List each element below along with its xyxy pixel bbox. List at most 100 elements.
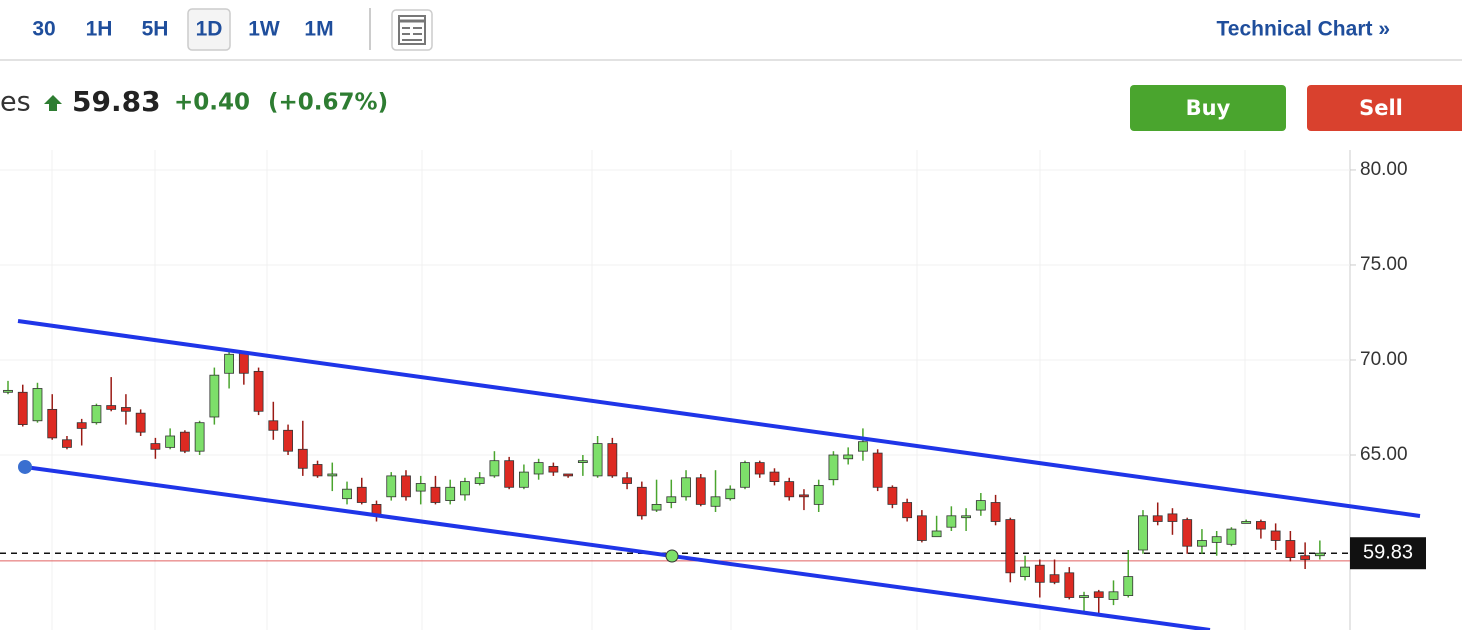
candle-body bbox=[135, 412, 146, 433]
candle-body bbox=[194, 422, 205, 452]
change: +0.40 bbox=[174, 90, 250, 116]
candle-body bbox=[769, 471, 780, 482]
candle-body bbox=[975, 500, 986, 511]
candle-body bbox=[121, 407, 131, 412]
channel-line bbox=[24, 464, 1211, 630]
candle-body bbox=[1064, 572, 1075, 598]
candle-body bbox=[283, 429, 293, 452]
price-label-box bbox=[1350, 537, 1426, 570]
candle-body bbox=[577, 460, 588, 463]
interval-button[interactable]: 5H bbox=[142, 18, 169, 41]
interval-button[interactable]: 1D bbox=[196, 18, 223, 41]
candle-body bbox=[725, 488, 736, 500]
candle-body bbox=[386, 475, 397, 498]
candle-body bbox=[813, 484, 824, 505]
candle-body bbox=[799, 494, 809, 498]
candle-body bbox=[1079, 595, 1089, 598]
candle-body bbox=[622, 477, 632, 484]
candle-body bbox=[224, 353, 235, 374]
candle-body bbox=[47, 408, 58, 439]
candle-body bbox=[3, 389, 13, 393]
y-tick-label: 75.00 bbox=[1360, 254, 1408, 275]
candle-body bbox=[401, 475, 411, 498]
candle-body bbox=[327, 473, 338, 477]
candle-body bbox=[666, 496, 677, 503]
candle-body bbox=[1093, 591, 1104, 598]
y-tick-label: 80.00 bbox=[1360, 159, 1408, 180]
interval-button[interactable]: 1W bbox=[248, 18, 280, 41]
anchor-handle[interactable] bbox=[18, 459, 32, 474]
channel-line bbox=[17, 319, 1421, 518]
candle-body bbox=[504, 460, 515, 488]
candle-body bbox=[253, 370, 264, 412]
buy-button[interactable] bbox=[1130, 85, 1286, 131]
candle-body bbox=[415, 483, 426, 492]
candle-body bbox=[1256, 521, 1266, 530]
candle-body bbox=[17, 391, 28, 425]
candle-body bbox=[179, 431, 190, 452]
icon-body bbox=[398, 15, 426, 45]
anchor-handle[interactable] bbox=[665, 549, 679, 563]
candle-body bbox=[563, 473, 574, 477]
candle-body bbox=[636, 486, 647, 517]
interval-button[interactable]: 30 bbox=[32, 18, 55, 41]
candle-body bbox=[238, 351, 249, 374]
candle-body bbox=[474, 477, 485, 484]
candle-body bbox=[651, 503, 662, 511]
candle-body bbox=[519, 471, 529, 488]
candle-body bbox=[843, 454, 854, 460]
sell-button[interactable] bbox=[1307, 85, 1462, 131]
price-label: 59.83 bbox=[1363, 542, 1413, 564]
candle-body bbox=[209, 374, 220, 418]
candle-body bbox=[150, 443, 161, 450]
change-percent: (+0.67%) bbox=[268, 90, 388, 116]
candle-body bbox=[1182, 519, 1193, 547]
buy-label[interactable]: Buy bbox=[1186, 96, 1231, 120]
candle-body bbox=[1034, 564, 1045, 583]
candle-body bbox=[754, 462, 765, 475]
candle-body bbox=[1241, 521, 1252, 524]
candle-body bbox=[1314, 552, 1325, 557]
candle-body bbox=[1211, 536, 1222, 543]
candle-body bbox=[1020, 566, 1030, 578]
candle-body bbox=[445, 486, 456, 501]
candle-body bbox=[872, 452, 883, 488]
candle-body bbox=[91, 405, 102, 424]
interval-button[interactable]: 1M bbox=[304, 18, 333, 41]
selected-interval-box[interactable] bbox=[187, 8, 231, 51]
candle-body bbox=[695, 477, 706, 505]
candle-body bbox=[1123, 576, 1134, 597]
candle-body bbox=[1049, 574, 1060, 583]
candle-body bbox=[268, 420, 279, 431]
candle-body bbox=[681, 477, 691, 498]
candle-body bbox=[592, 443, 603, 477]
candle-body bbox=[1300, 555, 1311, 560]
price: 59.83 bbox=[72, 85, 161, 118]
candle-body bbox=[887, 486, 898, 505]
sell-label[interactable]: Sell bbox=[1359, 96, 1403, 120]
candle-body bbox=[1285, 540, 1296, 559]
candle-body bbox=[548, 465, 559, 473]
layout-icon[interactable] bbox=[391, 9, 433, 51]
candle-body bbox=[828, 454, 839, 481]
instrument-name: es bbox=[0, 87, 31, 118]
candle-body bbox=[784, 481, 795, 498]
candle-body bbox=[62, 439, 72, 448]
up-arrow bbox=[44, 95, 62, 111]
candle-body bbox=[1005, 519, 1016, 574]
candle-body bbox=[356, 486, 367, 503]
candle-body bbox=[1197, 540, 1207, 547]
candle-body bbox=[533, 462, 544, 475]
technical-chart-link[interactable]: Technical Chart » bbox=[1217, 18, 1391, 41]
y-tick-label: 70.00 bbox=[1360, 349, 1408, 370]
interval-button[interactable]: 1H bbox=[86, 18, 113, 41]
candle-body bbox=[916, 515, 927, 541]
candle-body bbox=[607, 443, 618, 477]
candle-body bbox=[1226, 528, 1237, 545]
candle-body bbox=[342, 488, 352, 500]
candle-body bbox=[489, 460, 500, 477]
candle-body bbox=[460, 481, 470, 496]
candle-body bbox=[858, 441, 868, 452]
candle-body bbox=[1270, 530, 1281, 541]
